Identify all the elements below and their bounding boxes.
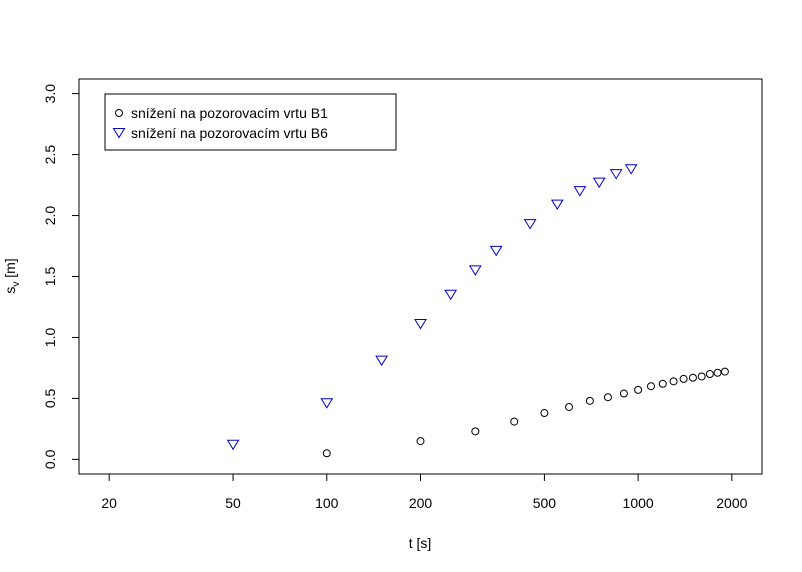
point-b6 [444,289,458,301]
point-b1 [713,368,722,377]
point-b1 [585,396,594,405]
point-b1 [565,402,574,411]
point-b6 [573,186,587,197]
point-b1 [697,372,706,381]
point-b1 [619,389,628,398]
point-b1 [540,409,549,418]
y-tick-label: 2.0 [42,206,58,226]
point-b1 [510,417,519,426]
point-b6 [375,355,388,367]
point-b6 [592,177,606,189]
x-tick-label: 2000 [716,495,747,511]
y-tick-label: 1.0 [42,328,58,348]
y-axis-title-unit: [m] [2,258,18,281]
point-b1 [705,370,714,379]
point-b6 [226,439,240,451]
x-tick-label: 500 [533,495,557,511]
point-b1 [416,437,425,446]
y-tick-label: 1.5 [42,267,58,287]
data-points [226,164,729,458]
legend-marker-b1 [115,109,123,117]
point-b1 [658,379,667,388]
point-b6 [550,199,564,211]
point-b1 [688,373,697,382]
y-tick-label: 3.0 [42,84,58,104]
y-tick-label: 0.0 [42,449,58,469]
y-axis: 0.0 0.5 1.0 1.5 2.0 2.5 3.0 [42,84,80,469]
point-b1 [669,377,678,386]
x-tick-label: 20 [101,495,117,511]
x-axis-title: t [s] [409,535,432,551]
legend-marker-b6 [112,128,126,139]
legend-label-b1: snížení na pozorovacím vrtu B1 [131,105,328,121]
point-b6 [489,245,503,257]
y-axis-title: sv [m] [2,258,22,293]
y-tick-label: 2.5 [42,145,58,165]
x-tick-label: 1000 [623,495,654,511]
point-b1 [679,374,688,383]
legend-box [104,93,397,151]
x-tick-label: 200 [409,495,433,511]
x-axis: 20 50 100 200 500 1000 2000 [101,473,748,511]
y-axis-title-subscript: v [11,282,22,287]
point-b1 [603,393,612,402]
point-b1 [471,427,480,436]
point-b6 [609,169,623,180]
point-b6 [523,219,537,230]
x-tick-label: 100 [315,495,339,511]
point-b1 [646,382,655,391]
point-b1 [634,385,643,394]
point-b1 [322,449,331,458]
y-axis-title-main: s [2,287,18,294]
point-b6 [414,319,427,330]
y-tick-label: 0.5 [42,388,58,408]
point-b6 [468,265,482,276]
legend: snížení na pozorovacím vrtu B1 snížení n… [104,93,397,151]
x-tick-label: 50 [225,495,241,511]
point-b6 [320,398,334,409]
point-b6 [624,164,638,175]
point-b1 [720,367,729,376]
legend-label-b6: snížení na pozorovacím vrtu B6 [131,125,328,141]
